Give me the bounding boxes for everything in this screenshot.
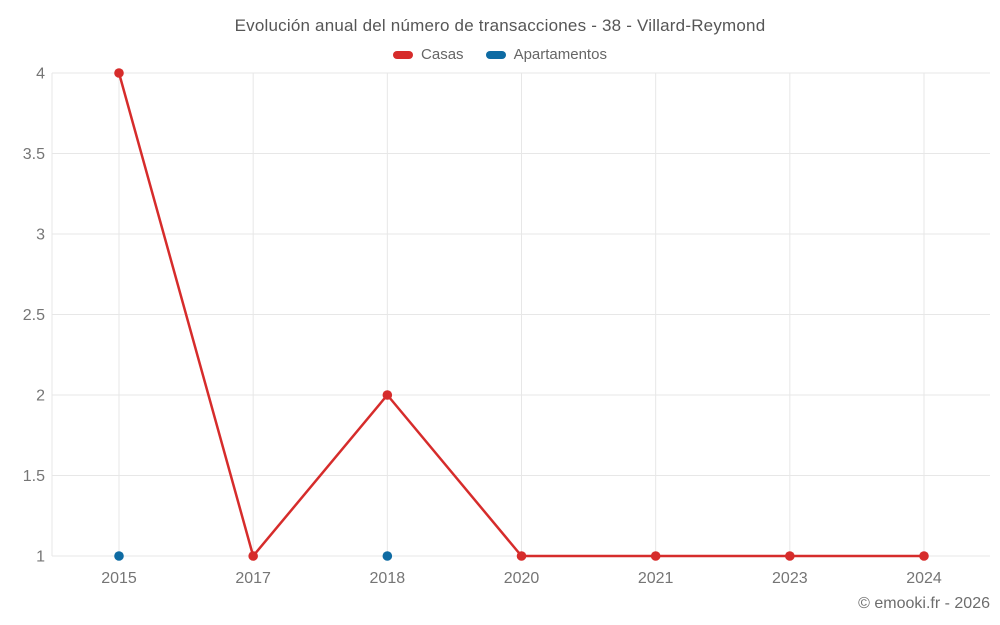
apartamentos-series-swatch-icon <box>485 50 506 59</box>
x-axis-tick-label: 2024 <box>906 570 942 587</box>
casas-series-swatch-icon <box>393 50 414 59</box>
copyright-watermark: © emooki.fr - 2026 <box>858 595 990 612</box>
y-axis-tick-label: 1 <box>36 549 45 566</box>
y-axis-tick-label: 3 <box>36 227 45 244</box>
data-point-casas-2024[interactable] <box>919 551 929 561</box>
x-axis-tick-label: 2018 <box>370 570 406 587</box>
y-axis-tick-label: 2 <box>36 388 45 405</box>
data-point-casas-2020[interactable] <box>516 551 527 561</box>
x-axis-tick-label: 2021 <box>638 570 674 587</box>
y-axis-tick-label: 3.5 <box>23 146 45 163</box>
x-axis-tick-label: 2017 <box>235 570 271 587</box>
legend-item-casas[interactable]: Casas <box>393 46 464 63</box>
data-point-casas-2023[interactable] <box>785 551 795 561</box>
legend-label-apartamentos: Apartamentos <box>513 46 607 63</box>
x-axis-tick-label: 2023 <box>772 570 808 587</box>
data-point-casas-2018[interactable] <box>382 390 393 400</box>
data-point-apartamentos-2018[interactable] <box>382 551 393 561</box>
data-point-apartamentos-2015[interactable] <box>114 551 124 561</box>
y-axis-tick-label: 2.5 <box>23 307 45 324</box>
legend: Casas Apartamentos <box>0 46 1000 63</box>
data-point-casas-2015[interactable] <box>114 68 124 78</box>
y-axis-tick-label: 1.5 <box>23 468 45 485</box>
data-point-casas-2017[interactable] <box>248 551 258 561</box>
x-axis-tick-label: 2015 <box>101 570 137 587</box>
legend-item-apartamentos[interactable]: Apartamentos <box>485 46 607 63</box>
data-point-casas-2021[interactable] <box>650 551 661 561</box>
chart-title: Evolución anual del número de transaccio… <box>234 16 766 35</box>
legend-label-casas: Casas <box>421 46 464 63</box>
y-axis-tick-label: 4 <box>36 66 45 83</box>
x-axis-tick-label: 2020 <box>504 570 540 587</box>
